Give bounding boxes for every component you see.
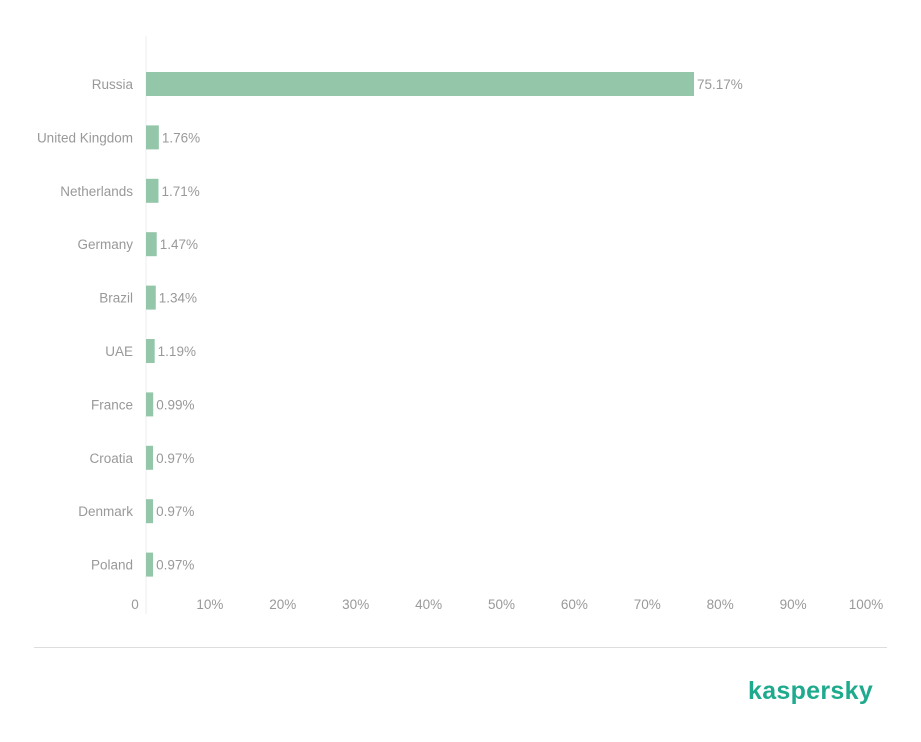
value-label-brazil: 1.34% [159, 291, 197, 306]
x-tick-label: 10% [196, 597, 223, 612]
value-label-uae: 1.19% [158, 344, 196, 359]
category-label-germany: Germany [77, 237, 133, 252]
value-label-germany: 1.47% [160, 237, 198, 252]
x-tick-label: 0 [131, 597, 139, 612]
x-tick-label: 100% [849, 597, 884, 612]
x-tick-label: 50% [488, 597, 515, 612]
category-labels: Russia United Kingdom Netherlands Germany Br… [37, 77, 134, 573]
x-tick-label: 70% [634, 597, 661, 612]
x-axis-ticks: 0 10% 20% 30% 40% 50% 60% 70% 80% 90% 100% [131, 597, 883, 612]
x-tick-label: 30% [342, 597, 369, 612]
category-label-uae: UAE [105, 344, 133, 359]
footer-divider [34, 647, 887, 648]
category-label-netherlands: Netherlands [60, 184, 133, 199]
value-label-russia: 75.17% [697, 77, 743, 92]
category-label-russia: Russia [92, 77, 134, 92]
x-tick-label: 60% [561, 597, 588, 612]
value-label-france: 0.99% [156, 397, 194, 412]
bar-germany [146, 232, 157, 257]
x-tick-label: 40% [415, 597, 442, 612]
bar-france [146, 392, 154, 417]
x-tick-label: 20% [269, 597, 296, 612]
category-label-croatia: Croatia [89, 451, 133, 466]
value-label-denmark: 0.97% [156, 504, 194, 519]
bar-united-kingdom [146, 125, 159, 150]
value-label-netherlands: 1.71% [161, 184, 199, 199]
country-share-bar-chart: Russia United Kingdom Netherlands Germany Br… [37, 36, 883, 614]
bars-layer [146, 72, 694, 577]
bar-russia [146, 72, 694, 96]
value-label-poland: 0.97% [156, 558, 194, 573]
category-label-denmark: Denmark [78, 504, 133, 519]
bar-denmark [146, 499, 154, 524]
bar-netherlands [146, 178, 159, 203]
kaspersky-logo: kaspersky [748, 677, 874, 705]
bar-brazil [146, 285, 156, 310]
category-label-brazil: Brazil [99, 291, 133, 306]
category-label-france: France [91, 397, 133, 412]
category-label-poland: Poland [91, 558, 133, 573]
value-label-croatia: 0.97% [156, 451, 194, 466]
x-tick-label: 90% [780, 597, 807, 612]
category-label-united-kingdom: United Kingdom [37, 130, 133, 145]
bar-croatia [146, 445, 154, 470]
x-tick-label: 80% [707, 597, 734, 612]
value-label-united-kingdom: 1.76% [162, 130, 200, 145]
bar-uae [146, 339, 155, 363]
bar-poland [146, 552, 154, 577]
value-labels: 75.17% 1.76% 1.71% 1.47% 1.34% 1.19% 0.99% 0.97… [156, 77, 743, 573]
